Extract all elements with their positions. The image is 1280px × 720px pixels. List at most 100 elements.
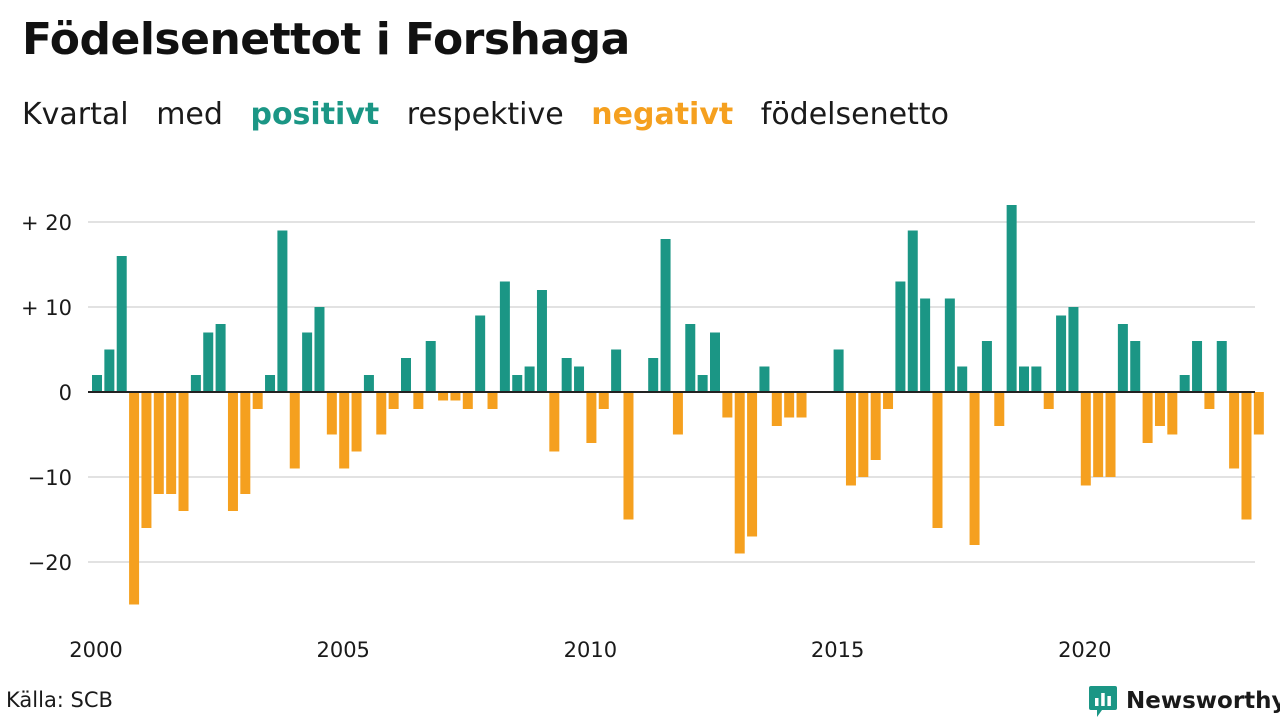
bar-negative: [450, 392, 461, 401]
chart-subtitle: Kvartal med positivt respektive negativt…: [22, 97, 967, 132]
bar-negative: [1253, 392, 1264, 435]
bar-negative: [289, 392, 300, 469]
bar-negative: [339, 392, 350, 469]
bar-negative: [1043, 392, 1054, 409]
bar-positive: [1019, 366, 1029, 392]
bar-positive: [524, 366, 535, 392]
bar-negative: [994, 392, 1005, 426]
bar-positive: [499, 281, 510, 392]
bar-positive: [1006, 205, 1017, 392]
bar-negative: [153, 392, 164, 494]
bar-positive: [363, 375, 374, 392]
bar-positive: [561, 358, 572, 392]
bar-positive: [1056, 315, 1067, 392]
y-tick-label: 0: [59, 381, 72, 405]
subtitle-kvartal: Kvartal: [22, 97, 129, 132]
bar-negative: [1105, 392, 1116, 477]
bar-negative: [796, 392, 807, 418]
bar-negative: [326, 392, 337, 435]
bar-positive: [1130, 341, 1141, 392]
bar-positive: [215, 324, 226, 392]
bar-negative: [858, 392, 869, 477]
bar-positive: [190, 375, 201, 392]
bar-negative: [722, 392, 733, 418]
x-axis-labels: 2000 2005 2010 2015 2020: [69, 638, 1111, 662]
bar-negative: [1080, 392, 1091, 486]
bar-negative: [969, 392, 980, 545]
bar-positive: [1216, 341, 1227, 392]
bar-positive: [920, 298, 931, 392]
bar-negative: [388, 392, 399, 409]
bar-positive: [685, 324, 696, 392]
bar-negative: [734, 392, 745, 554]
x-tick-label: 2010: [564, 638, 617, 662]
bar-positive: [1179, 375, 1190, 392]
bar-negative: [1154, 392, 1165, 426]
bar-positive: [574, 366, 585, 392]
bar-positive: [302, 332, 313, 392]
bar-negative: [1142, 392, 1153, 443]
bar-negative: [870, 392, 881, 460]
y-tick-label: −10: [28, 466, 72, 490]
bar-positive: [697, 375, 708, 392]
bar-negative: [240, 392, 251, 494]
y-tick-label: −20: [28, 551, 72, 575]
y-tick-label: + 10: [21, 296, 72, 320]
bar-negative: [227, 392, 238, 511]
subtitle-positive-word: positivt: [250, 97, 380, 132]
bar-negative: [438, 392, 449, 401]
bar-negative: [413, 392, 424, 409]
bar-positive: [425, 341, 436, 392]
bar-negative: [784, 392, 795, 418]
bar-negative: [598, 392, 609, 409]
bar-positive: [957, 366, 968, 392]
x-tick-label: 2015: [811, 638, 864, 662]
y-tick-label: + 20: [21, 211, 72, 235]
bar-negative: [771, 392, 782, 426]
bar-negative: [1241, 392, 1252, 520]
bar-positive: [1117, 324, 1128, 392]
bar-negative: [462, 392, 473, 409]
bar-positive: [944, 298, 955, 392]
bar-positive: [512, 375, 523, 392]
bar-positive: [895, 281, 906, 392]
subtitle-respektive: respektive: [406, 97, 564, 132]
bar-negative: [883, 392, 894, 409]
bar-negative: [129, 392, 140, 605]
bar-positive: [536, 290, 547, 392]
bar-positive: [116, 256, 127, 392]
bar-positive: [92, 375, 102, 392]
bar-negative: [351, 392, 362, 452]
bar-positive: [833, 349, 844, 392]
bar-negative: [1167, 392, 1178, 435]
grid-lines: [88, 221, 1255, 563]
bars: [92, 205, 1264, 605]
x-tick-label: 2000: [69, 638, 122, 662]
bar-negative: [747, 392, 758, 537]
bar-positive: [648, 358, 659, 392]
subtitle-negative-word: negativt: [591, 97, 734, 132]
bar-negative: [845, 392, 856, 486]
bar-negative: [586, 392, 597, 443]
brand-name: Newsworthy: [1126, 688, 1280, 714]
bar-negative: [1229, 392, 1240, 469]
bar-positive: [981, 341, 992, 392]
source-label: Källa: SCB: [6, 688, 113, 712]
bar-negative: [1093, 392, 1104, 477]
bar-negative: [166, 392, 177, 494]
bar-positive: [1192, 341, 1203, 392]
bar-positive: [401, 358, 411, 392]
y-axis-labels: + 20 + 10 0 −10 −20: [21, 211, 72, 575]
bar-positive: [907, 230, 918, 392]
bar-positive: [660, 239, 671, 392]
bar-chart-logo-icon: [1089, 686, 1117, 717]
bar-positive: [104, 349, 115, 392]
bar-negative: [141, 392, 152, 528]
bar-negative: [549, 392, 560, 452]
bar-negative: [672, 392, 683, 435]
bar-positive: [710, 332, 720, 392]
bar-positive: [277, 230, 288, 392]
brand-logo: Newsworthy: [1088, 684, 1280, 718]
bar-negative: [252, 392, 263, 409]
